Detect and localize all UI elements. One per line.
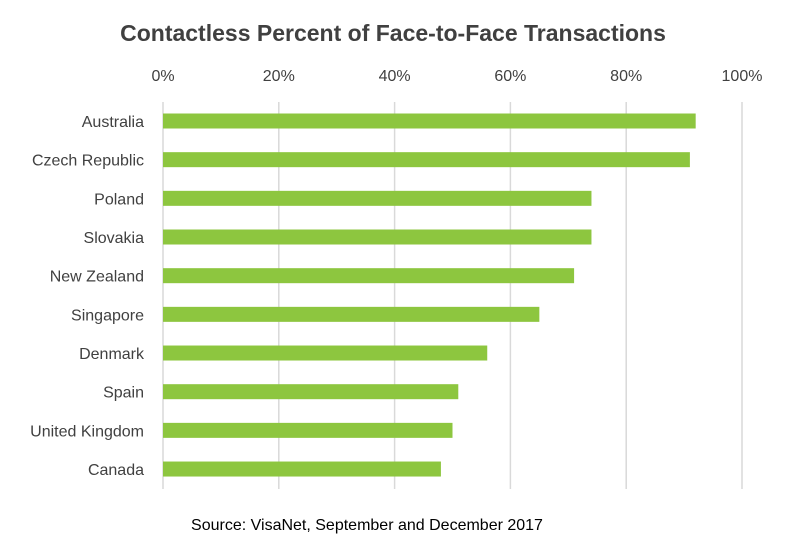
x-tick-label-40: 40% [379, 68, 411, 85]
bar-spain [163, 384, 459, 400]
category-label-czech-republic: Czech Republic [32, 153, 144, 170]
bar-denmark [163, 345, 488, 361]
bar-united-kingdom [163, 422, 453, 438]
category-label-spain: Spain [103, 385, 144, 402]
x-tick-label-60: 60% [494, 68, 526, 85]
bar-czech-republic [163, 152, 690, 168]
chart-source: Source: VisaNet, September and December … [191, 517, 543, 534]
x-tick-label-100: 100% [722, 68, 763, 85]
bar-singapore [163, 306, 540, 322]
category-label-australia: Australia [82, 114, 144, 131]
category-label-canada: Canada [88, 462, 144, 479]
x-tick-label-20: 20% [263, 68, 295, 85]
bar-australia [163, 113, 696, 129]
category-label-new-zealand: New Zealand [50, 269, 144, 286]
bar-poland [163, 190, 592, 206]
bars [163, 113, 696, 477]
x-axis-ticks: 0% 20% 40% 60% 80% 100% [151, 68, 762, 85]
x-tick-label-80: 80% [610, 68, 642, 85]
bar-new-zealand [163, 268, 575, 284]
category-labels: Australia Czech Republic Poland Slovakia New… [30, 114, 145, 479]
category-label-denmark: Denmark [79, 346, 145, 363]
x-tick-label-0: 0% [151, 68, 174, 85]
chart-title: Contactless Percent of Face-to-Face Tran… [120, 20, 666, 46]
category-label-poland: Poland [94, 191, 144, 208]
category-label-slovakia: Slovakia [84, 230, 145, 247]
category-label-singapore: Singapore [71, 307, 144, 324]
bar-slovakia [163, 229, 592, 245]
category-label-united-kingdom: United Kingdom [30, 423, 144, 440]
bar-canada [163, 461, 441, 477]
